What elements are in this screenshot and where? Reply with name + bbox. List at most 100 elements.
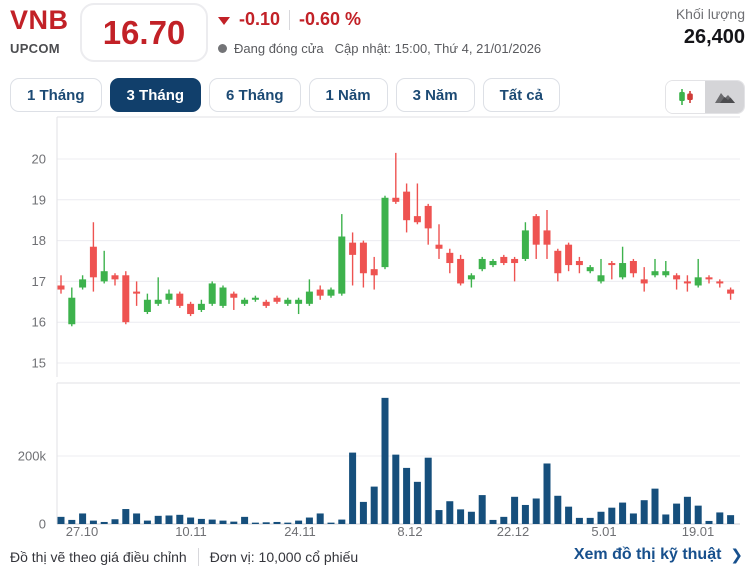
tab-6-tháng[interactable]: 6 Tháng [209, 78, 301, 112]
volume-bar [565, 506, 573, 524]
price-tick-label: 17 [32, 274, 46, 289]
volume-bar [543, 463, 551, 524]
volume-bar [381, 397, 389, 524]
volume-bar [305, 517, 313, 524]
volume-bar [662, 514, 670, 524]
symbol-block: VNB UPCOM [10, 5, 69, 57]
chart-type-toggle [665, 80, 745, 114]
candle-body [435, 244, 443, 249]
volume-bar [727, 515, 735, 524]
candle-body [79, 279, 87, 288]
volume-label: Khối lượng [675, 6, 745, 22]
gridlines [57, 158, 740, 457]
price-tick-label: 18 [32, 233, 46, 248]
candle-body [705, 277, 713, 280]
candle-body [176, 293, 184, 306]
volume-bar [143, 520, 151, 524]
volume-bar [284, 522, 292, 524]
candle-body [100, 271, 108, 282]
volume-bar [111, 519, 119, 524]
candle-body [651, 271, 659, 276]
volume-bar [683, 496, 691, 524]
price-change-percent: -0.60 % [299, 9, 362, 29]
volume-bar [403, 467, 411, 524]
candle-body [543, 230, 551, 245]
volume-bar [165, 515, 173, 524]
candle-body [251, 297, 259, 300]
candle-body [305, 291, 313, 304]
candle-body [629, 261, 637, 274]
footer-notes: Đồ thị vẽ theo giá điều chỉnh Đơn vị: 10… [10, 548, 358, 566]
candle-body [424, 205, 432, 229]
candle-body [338, 236, 346, 294]
volume-bar [619, 502, 627, 524]
candlesticks [57, 152, 735, 327]
candle-body [359, 242, 367, 274]
candle-body [727, 289, 735, 294]
candle-body [68, 297, 76, 325]
volume-bar [349, 452, 357, 524]
candle-body [716, 281, 724, 284]
candle-body [619, 263, 627, 278]
volume-bar [554, 495, 562, 524]
candle-body [467, 275, 475, 280]
divider [197, 548, 199, 566]
candle-body [327, 289, 335, 296]
tab-3-tháng[interactable]: 3 Tháng [109, 78, 202, 112]
volume-tick-label: 200k [18, 449, 47, 464]
tab-3-năm[interactable]: 3 Năm [395, 78, 475, 112]
volume-bar [705, 520, 713, 524]
market-status: Đang đóng cửa [234, 41, 324, 56]
technical-chart-link[interactable]: Xem đồ thị kỹ thuật ❯ [574, 546, 743, 564]
candle-body [413, 216, 421, 223]
volume-bar [694, 505, 702, 524]
tab-1-năm[interactable]: 1 Năm [308, 78, 388, 112]
adjusted-price-note: Đồ thị vẽ theo giá điều chỉnh [10, 549, 187, 565]
volume-bar [597, 511, 605, 524]
price-tick-label: 20 [32, 152, 46, 167]
candle-body [133, 291, 141, 294]
market-status-dot-icon [218, 44, 227, 53]
volume-bar [338, 519, 346, 524]
candle-body [673, 275, 681, 280]
candle-body [349, 242, 357, 255]
candle-body [197, 303, 205, 310]
last-updated: Cập nhật: 15:00, Thứ 4, 21/01/2026 [334, 41, 542, 56]
chevron-right-icon: ❯ [730, 547, 743, 564]
price-and-volume-chart[interactable]: 15 16 17 18 19 20 200k 0 27.10 10.11 24.11 8.12 22.1… [0, 112, 753, 545]
ticker-symbol: VNB [10, 5, 69, 35]
tab-tất-cả[interactable]: Tất cả [482, 78, 560, 112]
candle-body [187, 303, 195, 315]
candlestick-chart-button[interactable] [666, 81, 705, 113]
candle-body [457, 258, 465, 284]
volume-value: 26,400 [683, 26, 745, 48]
volume-bar [608, 507, 616, 524]
candle-body [295, 299, 303, 304]
axis-labels: 15 16 17 18 19 20 200k 0 27.10 10.11 24.11 8.12 22.1… [18, 152, 714, 540]
candle-body [694, 277, 702, 286]
candle-body [230, 293, 238, 298]
candle-body [381, 197, 389, 268]
candle-body [122, 275, 130, 323]
candle-body [392, 197, 400, 202]
change-block: -0.10 -0.60 % Đang đóng cửa Cập nhật: 15… [218, 9, 541, 56]
candle-body [478, 258, 486, 270]
candle-body [521, 230, 529, 259]
candle-body [500, 256, 508, 264]
candle-body [154, 299, 162, 304]
area-chart-button[interactable] [705, 81, 744, 113]
date-tick-label: 22.12 [497, 524, 530, 539]
tab-1-tháng[interactable]: 1 Tháng [10, 78, 102, 112]
volume-block: Khối lượng 26,400 [676, 6, 745, 49]
volume-bar [586, 517, 594, 524]
volume-bar [478, 495, 486, 524]
volume-bar [500, 516, 508, 524]
volume-bar [273, 521, 281, 524]
volume-bar [208, 519, 216, 524]
candle-body [489, 261, 497, 266]
volume-bar [640, 500, 648, 524]
volume-bar [154, 515, 162, 524]
volume-bar [467, 511, 475, 524]
candle-body [403, 191, 411, 221]
